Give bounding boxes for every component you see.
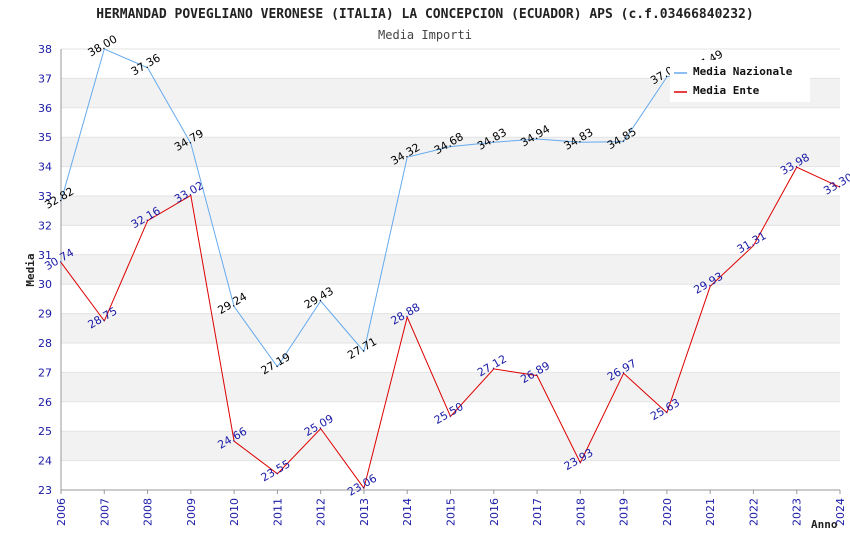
x-tick-label: 2009 <box>185 498 198 526</box>
y-tick-label: 31 <box>38 249 52 262</box>
x-tick-label: 2012 <box>315 498 328 526</box>
y-tick-label: 25 <box>38 425 52 438</box>
x-tick-label: 2021 <box>704 498 717 526</box>
grid-band <box>61 343 840 373</box>
x-tick-label: 2010 <box>228 498 241 526</box>
x-tick-label: 2011 <box>271 498 284 526</box>
x-tick-label: 2024 <box>834 498 847 526</box>
y-axis-ticks: 23 24 25 26 27 28 29 30 31 32 33 34 35 36 37 38 <box>38 43 52 497</box>
grid-band <box>61 107 840 138</box>
grid-band <box>61 313 840 343</box>
x-tick-label: 2006 <box>55 498 68 526</box>
legend: Media Nazionale Media Ente <box>670 60 810 102</box>
grid-band <box>61 137 840 167</box>
y-tick-label: 23 <box>38 484 52 497</box>
grid-band <box>61 460 840 490</box>
x-tick-label: 2007 <box>98 498 111 526</box>
x-tick-label: 2017 <box>531 498 544 526</box>
y-tick-label: 35 <box>38 131 52 144</box>
x-tick-label: 2018 <box>574 498 587 526</box>
grid-bands <box>61 48 840 491</box>
x-tick-label: 2023 <box>791 498 804 526</box>
x-tick-label: 2016 <box>488 498 501 526</box>
y-tick-label: 27 <box>38 366 52 379</box>
grid-band <box>61 431 840 461</box>
y-tick-label: 38 <box>38 43 52 56</box>
y-tick-label: 36 <box>38 102 52 115</box>
chart-title: HERMANDAD POVEGLIANO VERONESE (ITALIA) L… <box>96 7 753 22</box>
series-group <box>60 48 841 490</box>
x-tick-label: 2019 <box>618 498 631 526</box>
y-tick-label: 29 <box>38 308 52 321</box>
y-tick-label: 24 <box>38 455 52 468</box>
grid-band <box>61 284 840 314</box>
grid-band <box>61 372 840 402</box>
x-axis-label: Anno <box>811 518 838 531</box>
chart-subtitle: Media Importi <box>378 28 472 42</box>
y-tick-label: 33 <box>38 190 52 203</box>
x-tick-label: 2022 <box>747 498 760 526</box>
grid-band <box>61 166 840 196</box>
y-tick-label: 26 <box>38 396 52 409</box>
grid-band <box>61 225 840 255</box>
y-tick-label: 37 <box>38 72 52 85</box>
x-axis-ticks: 2006 2007 2008 2009 2010 2011 2012 2013 2014 2015… <box>55 490 847 526</box>
x-tick-label: 2013 <box>358 498 371 526</box>
x-tick-label: 2015 <box>445 498 458 526</box>
y-tick-label: 34 <box>38 161 52 174</box>
series-line-media-nazionale <box>60 48 711 368</box>
grid-band <box>61 196 840 226</box>
y-tick-label: 28 <box>38 337 52 350</box>
y-tick-label: 32 <box>38 219 52 232</box>
legend-box <box>670 60 810 102</box>
y-tick-label: 30 <box>38 278 52 291</box>
grid-band <box>61 254 840 285</box>
x-tick-label: 2008 <box>142 498 155 526</box>
x-tick-label: 2014 <box>401 498 414 526</box>
legend-label-media-ente: Media Ente <box>693 84 760 97</box>
series-line-media-ente <box>60 166 841 490</box>
x-tick-label: 2020 <box>661 498 674 526</box>
y-axis-label: Media <box>24 253 37 286</box>
legend-label-media-nazionale: Media Nazionale <box>693 65 793 78</box>
